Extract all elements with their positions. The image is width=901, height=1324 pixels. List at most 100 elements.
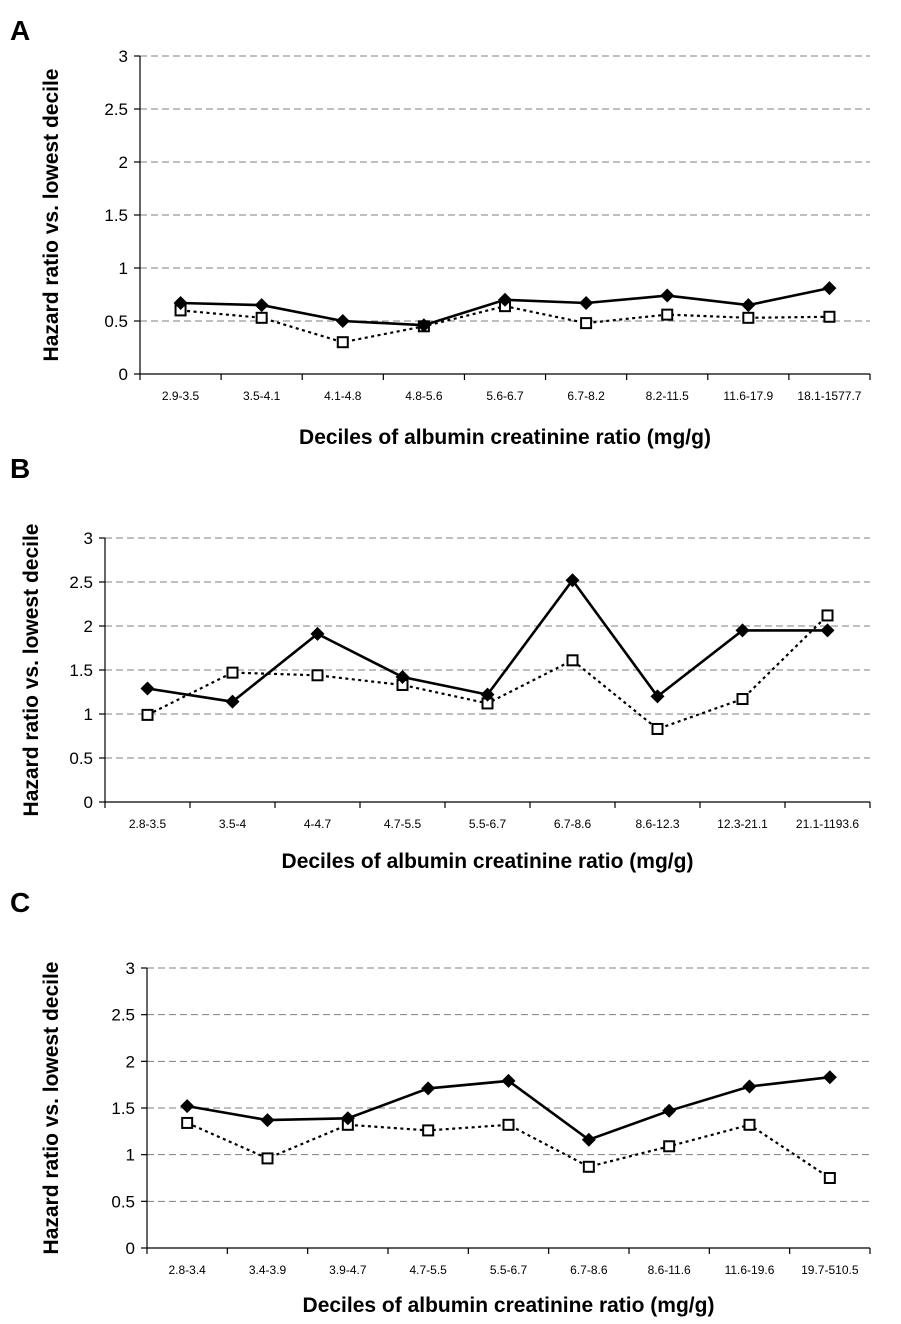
y-tick-label: 3 — [84, 529, 93, 548]
data-point-square — [743, 1118, 756, 1131]
data-point-square — [582, 1160, 595, 1173]
series-line-dotted — [186, 1121, 831, 1179]
x-tick-label: 3.5-4.1 — [243, 389, 281, 403]
data-point-diamond — [741, 298, 756, 313]
x-tick-label: 4.1-4.8 — [324, 389, 362, 403]
data-point-diamond — [581, 1132, 596, 1147]
chart-panel-c: 0 0.5 1 1.5 2 2.5 3 2.8-3.4 3.4-3.9 3.9-4.7 4.7-5.… — [40, 959, 871, 1317]
y-tick-label: 1 — [126, 1146, 135, 1165]
x-tick-label: 6.7-8.6 — [554, 817, 592, 831]
x-tick-label: 3.5-4 — [219, 817, 247, 831]
data-point-square — [181, 1116, 194, 1129]
data-point-square — [821, 609, 834, 622]
data-point-diamond — [660, 288, 675, 303]
x-tick-label: 6.7-8.6 — [570, 1263, 608, 1277]
x-tick-label: 19.7-510.5 — [801, 1263, 859, 1277]
x-tick-label: 21.1-1193.6 — [796, 817, 859, 831]
data-point-diamond — [335, 314, 350, 328]
data-point-diamond — [820, 623, 835, 638]
y-tick-label: 2 — [119, 153, 128, 172]
data-point-diamond — [565, 573, 580, 588]
y-tick-label: 2.5 — [104, 100, 128, 119]
data-point-diamond — [260, 1113, 275, 1128]
data-point-diamond — [225, 694, 240, 709]
data-point-square — [566, 654, 579, 667]
y-tick-label: 0.5 — [69, 749, 93, 768]
data-point-square — [255, 311, 268, 324]
y-tick-label: 0 — [126, 1239, 135, 1258]
data-point-diamond — [140, 681, 155, 696]
data-point-diamond — [310, 626, 325, 641]
x-tick-label: 2.8-3.5 — [129, 817, 167, 831]
x-tick-label: 4.7-5.5 — [384, 817, 422, 831]
data-point-diamond — [735, 623, 750, 638]
data-point-diamond — [662, 1103, 677, 1118]
x-tick-label: 12.3-21.1 — [717, 817, 768, 831]
y-tick-label: 0.5 — [104, 312, 128, 331]
data-point-square — [336, 336, 349, 349]
y-tick-label: 3 — [119, 47, 128, 66]
data-point-square — [502, 1118, 515, 1131]
y-tick-label: 2 — [84, 617, 93, 636]
data-point-square — [580, 317, 593, 330]
x-axis-title: Deciles of albumin creatinine ratio (mg/… — [282, 850, 694, 873]
y-axis-title: Hazard ratio vs. lowest decile — [20, 524, 43, 817]
panel-letter-c: C — [10, 887, 30, 918]
x-axis-title: Deciles of albumin creatinine ratio (mg/… — [303, 1294, 715, 1317]
x-tick-label: 5.5-6.7 — [490, 1263, 528, 1277]
y-tick-label: 1.5 — [104, 206, 128, 225]
x-tick-label: 4.7-5.5 — [409, 1263, 447, 1277]
data-point-square — [663, 1140, 676, 1153]
x-tick-label: 18.1-1577.7 — [797, 389, 861, 403]
y-axis-title: Hazard ratio vs. lowest decile — [40, 962, 63, 1255]
x-tick-label: 2.8-3.4 — [168, 1263, 206, 1277]
y-tick-label: 0.5 — [111, 1192, 135, 1211]
data-point-square — [823, 1172, 836, 1184]
data-point-diamond — [340, 1111, 355, 1126]
data-point-diamond — [822, 281, 837, 296]
data-point-square — [226, 666, 239, 679]
x-tick-label: 3.4-3.9 — [249, 1263, 287, 1277]
x-tick-label: 8.6-11.6 — [648, 1263, 691, 1277]
x-tick-label: 11.6-17.9 — [723, 389, 773, 403]
chart-panel-b: 0 0.5 1 1.5 2 2.5 3 2.8-3.5 3.5-4 4-4.7 4.7-5.5 5.5… — [20, 524, 871, 873]
panel-letter-b: B — [10, 453, 30, 484]
y-tick-label: 2 — [126, 1052, 135, 1071]
y-tick-label: 3 — [126, 959, 135, 978]
data-point-diamond — [416, 318, 431, 333]
series-line-solid — [147, 578, 828, 704]
x-tick-label: 6.7-8.2 — [567, 389, 605, 403]
y-axis-title: Hazard ratio vs. lowest decile — [40, 69, 63, 362]
x-tick-label: 8.6-12.3 — [635, 817, 679, 831]
data-point-diamond — [173, 295, 188, 310]
x-tick-label: 5.5-6.7 — [469, 817, 507, 831]
data-point-diamond — [180, 1099, 195, 1114]
data-point-diamond — [822, 1070, 837, 1085]
x-axis-title: Deciles of albumin creatinine ratio (mg/… — [299, 426, 711, 449]
data-point-square — [141, 708, 154, 721]
data-point-square — [261, 1152, 274, 1165]
x-tick-label: 3.9-4.7 — [329, 1263, 367, 1277]
data-point-square — [742, 311, 755, 324]
data-point-diamond — [480, 687, 495, 702]
data-point-square — [422, 1124, 435, 1137]
data-point-square — [651, 722, 664, 735]
data-point-diamond — [498, 292, 512, 307]
y-tick-label: 0 — [119, 365, 128, 384]
x-tick-label: 8.2-11.5 — [646, 389, 689, 403]
data-point-diamond — [395, 670, 410, 685]
y-tick-label: 1.5 — [111, 1099, 135, 1118]
data-point-square — [823, 310, 836, 323]
series-line-dotted — [147, 614, 829, 731]
y-tick-label: 1 — [84, 705, 93, 724]
y-tick-label: 0 — [84, 793, 93, 812]
data-point-diamond — [501, 1073, 516, 1088]
data-point-square — [311, 669, 324, 682]
panel-letter-a: A — [10, 15, 30, 46]
data-point-diamond — [254, 298, 269, 313]
chart-panel-a: 0 0.5 1 1.5 2 2.5 3 2.9-3.5 3.5-4.1 4.1-4.8 4.8-5.… — [40, 47, 871, 449]
data-point-diamond — [421, 1081, 436, 1096]
y-tick-label: 1.5 — [69, 661, 93, 680]
y-tick-label: 2.5 — [69, 573, 93, 592]
